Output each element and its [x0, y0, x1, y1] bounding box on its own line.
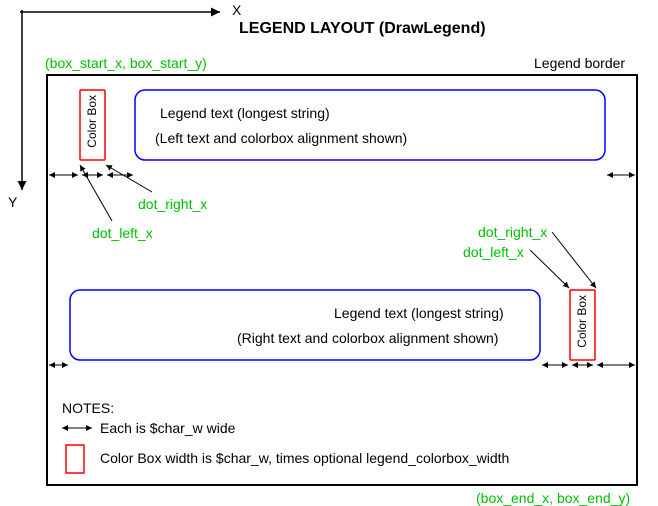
- axis-x-label: X: [232, 2, 241, 18]
- right-dot-left-label: dot_left_x: [463, 244, 524, 260]
- left-colorbox-label: Color Box: [85, 95, 99, 155]
- axis-y-label: Y: [8, 194, 17, 210]
- legend-border-text: Legend border: [534, 55, 625, 71]
- notes-row1: Each is $char_w wide: [100, 420, 235, 436]
- coord-end-label: (box_end_x, box_end_y): [476, 490, 630, 506]
- left-textbox-line1: Legend text (longest string): [160, 105, 330, 121]
- notes-heading-text: NOTES:: [62, 400, 114, 416]
- axis-y-label-text: Y: [8, 194, 17, 210]
- right-textbox-line2-text: (Right text and colorbox alignment shown…: [237, 330, 498, 346]
- left-dot-left-label: dot_left_x: [92, 225, 153, 241]
- coord-end-text: (box_end_x, box_end_y): [476, 490, 630, 506]
- left-colorbox-label-text: Color Box: [85, 95, 99, 148]
- callout-arrow: [530, 250, 569, 288]
- left-textbox-line2: (Left text and colorbox alignment shown): [155, 130, 407, 146]
- right-textbox-line1: Legend text (longest string): [334, 305, 504, 321]
- left-dot-left-text: dot_left_x: [92, 225, 153, 241]
- notes-row2: Color Box width is $char_w, times option…: [100, 450, 509, 466]
- coord-start-text: (box_start_x, box_start_y): [45, 55, 207, 71]
- right-textbox: [70, 290, 540, 360]
- diagram-canvas: [0, 0, 658, 506]
- left-dot-right-label: dot_right_x: [138, 196, 207, 212]
- right-colorbox-label: Color Box: [575, 295, 589, 355]
- right-textbox-line2: (Right text and colorbox alignment shown…: [237, 330, 498, 346]
- callout-arrow: [80, 165, 112, 221]
- right-colorbox-label-text: Color Box: [575, 295, 589, 348]
- callout-arrow: [106, 165, 152, 192]
- left-textbox: [135, 90, 605, 160]
- notes-heading: NOTES:: [62, 400, 114, 416]
- notes-row1-text: Each is $char_w wide: [100, 420, 235, 436]
- notes-colorbox-sample: [66, 445, 84, 473]
- left-textbox-line1-text: Legend text (longest string): [160, 105, 330, 121]
- left-dot-right-text: dot_right_x: [138, 196, 207, 212]
- coord-start-label: (box_start_x, box_start_y): [45, 55, 207, 71]
- callout-arrow: [552, 232, 596, 288]
- left-textbox-line2-text: (Left text and colorbox alignment shown): [155, 130, 407, 146]
- legend-border-label: Legend border: [534, 55, 625, 71]
- notes-row2-text: Color Box width is $char_w, times option…: [100, 450, 509, 466]
- right-dot-right-label: dot_right_x: [478, 224, 547, 240]
- right-dot-right-text: dot_right_x: [478, 224, 547, 240]
- axis-x-label-text: X: [232, 2, 241, 18]
- right-dot-left-text: dot_left_x: [463, 244, 524, 260]
- right-textbox-line1-text: Legend text (longest string): [334, 305, 504, 321]
